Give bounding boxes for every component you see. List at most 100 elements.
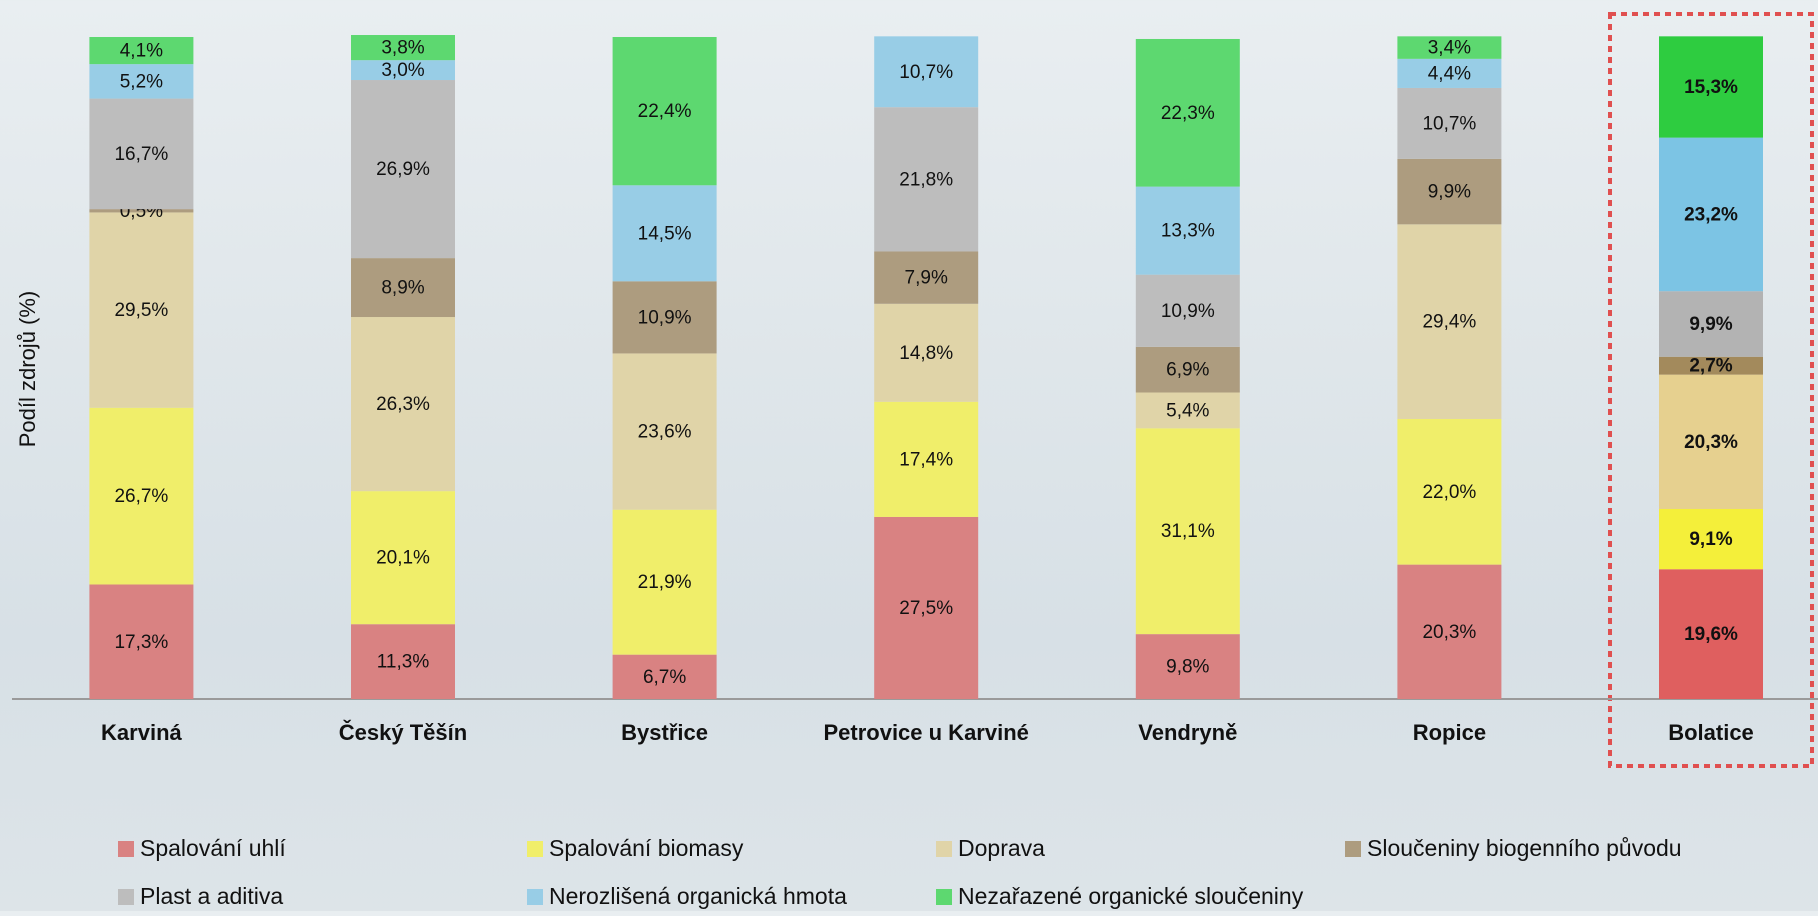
data-label: 20,3% [1684,432,1738,453]
data-label: 19,6% [1684,624,1738,645]
bar-segment [1659,509,1763,570]
bar-segment [1659,356,1763,375]
bar-segment [1135,428,1240,635]
data-label: 22,4% [638,101,692,122]
bar-segment [89,98,194,210]
data-label: 10,7% [1422,113,1476,134]
data-label: 20,3% [1422,622,1476,643]
bar-segment [1397,36,1502,59]
data-label: 4,1% [120,41,163,62]
bar-segment [1135,186,1240,275]
bar-segment [351,624,455,699]
bar-segment [351,317,455,492]
bar-segment [1397,418,1502,565]
data-label: 13,3% [1161,221,1215,242]
y-axis-label: Podíl zdrojů (%) [15,291,40,448]
data-label: 29,5% [114,300,168,321]
highlight-box [1608,12,1814,768]
data-label: 14,5% [638,223,692,244]
data-label: 26,9% [376,159,430,180]
bar-segment [1659,291,1763,357]
data-label: 26,7% [114,486,168,507]
bar-segment [1135,38,1240,187]
data-label: 14,8% [899,343,953,364]
bar-segment [1659,36,1763,138]
bar-segment [612,654,717,699]
bar-segment [1135,392,1240,429]
data-label: 23,2% [1684,204,1738,225]
bar-segment [351,60,455,81]
data-label: 17,3% [114,632,168,653]
bar-segment [612,185,717,282]
data-label: 9,9% [1428,182,1471,203]
data-label: 6,7% [643,667,686,688]
legend-swatch [1345,841,1361,857]
legend-label: Plast a aditiva [140,883,283,909]
legend-swatch [118,889,134,905]
bar-segment [1659,137,1763,292]
bar-segment [874,251,979,304]
bar-segment [1397,87,1502,159]
bar-segment [612,281,717,354]
data-label: 5,2% [120,71,163,92]
bar-segment [1397,158,1502,225]
data-label: 22,0% [1422,482,1476,503]
bar-segment [89,209,194,213]
data-label: 9,9% [1689,314,1732,335]
bar-segment [1659,569,1763,699]
bar-segment [1397,58,1502,88]
legend-swatch [118,841,134,857]
data-label: 20,1% [376,548,430,569]
bar-segment [351,491,455,625]
data-label: 10,7% [899,62,953,83]
data-label: 5,4% [1166,400,1209,421]
data-label: 22,3% [1161,103,1215,124]
bar-segment [874,401,979,517]
data-label: 11,3% [377,652,430,673]
bar-segment [874,516,979,699]
legend-swatch [527,889,543,905]
data-label: 31,1% [1161,521,1215,542]
bar-segment [874,303,979,402]
x-tick-label: Bystřice [621,720,708,745]
data-label: 7,9% [905,268,948,289]
data-label: 27,5% [899,598,953,619]
bar-segment [89,64,194,99]
bar-segment [351,80,455,259]
bar-segment [612,353,717,510]
x-tick-label: Ropice [1413,720,1486,745]
data-label: 10,9% [1161,301,1215,322]
x-tick-label: Petrovice u Karviné [823,720,1028,745]
bar-segment [1659,374,1763,510]
bar-segment [1135,274,1240,347]
x-tick-label: Český Těšín [339,720,467,745]
legend-label: Sloučeniny biogenního původu [1367,835,1682,861]
data-label: 8,9% [381,278,424,299]
legend-label: Spalování biomasy [549,835,744,861]
legend-label: Doprava [958,835,1045,861]
x-tick-label: Bolatice [1668,720,1754,745]
data-label: 10,9% [638,307,692,328]
data-label: 23,6% [638,422,692,443]
bar-segment [1397,224,1502,419]
bar-segment [1135,346,1240,393]
bar-segment [89,212,194,408]
bar-segment [612,509,717,655]
data-label: 29,4% [1422,312,1476,333]
bar-segment [874,36,979,108]
data-label: 21,8% [899,169,953,190]
bar-segment [874,107,979,252]
legend-swatch [936,889,952,905]
data-label: 9,1% [1689,529,1732,550]
legend-label: Spalování uhlí [140,835,286,861]
legend-swatch [527,841,543,857]
bar-segment [351,258,455,318]
data-label: 2,7% [1689,356,1732,377]
data-label: 16,7% [114,144,168,165]
bar-segment [89,407,194,585]
x-tick-label: Karviná [101,720,182,745]
legend-label: Nerozlišená organická hmota [549,883,847,909]
data-label: 15,3% [1684,77,1738,98]
